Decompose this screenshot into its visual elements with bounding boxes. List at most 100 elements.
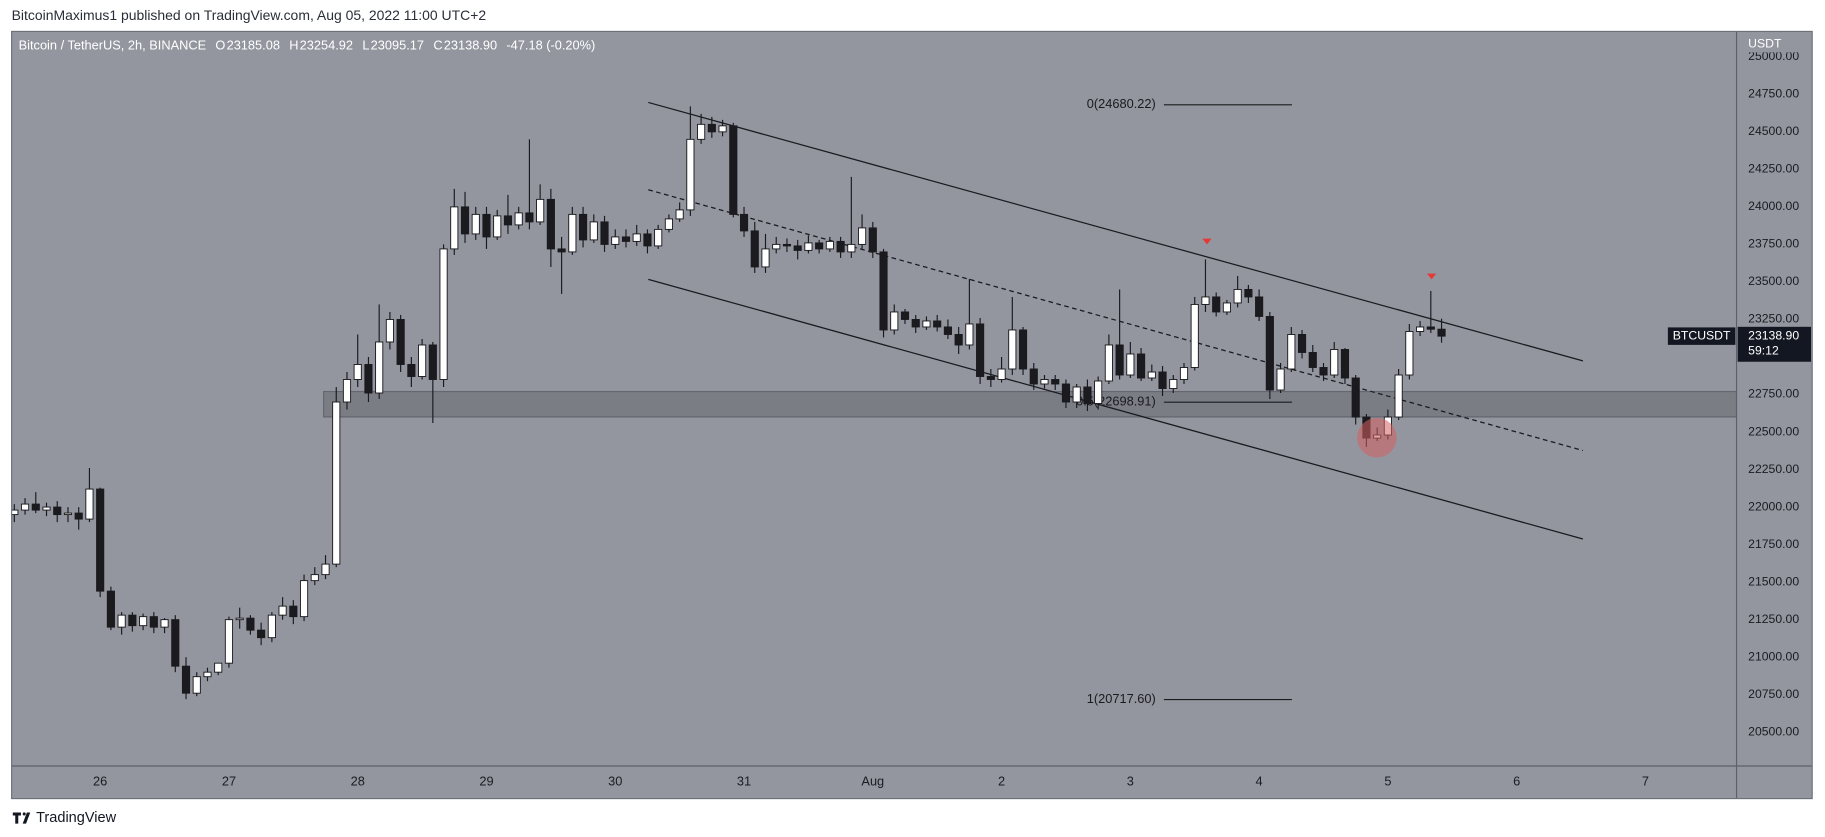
candle-body-up xyxy=(847,243,856,253)
candle-body-up xyxy=(536,198,545,223)
candle-body-down xyxy=(707,123,716,133)
x-tick-label: 30 xyxy=(608,774,622,789)
candle-body-down xyxy=(460,206,470,235)
candle-body-down xyxy=(1018,329,1028,370)
y-tick-label: 24250.00 xyxy=(1748,162,1799,176)
x-tick-label: 7 xyxy=(1642,774,1649,789)
candle-body-up xyxy=(63,512,73,516)
candle-body-down xyxy=(171,619,180,667)
candle-body-down xyxy=(1351,377,1360,418)
candle-body-up xyxy=(1190,303,1199,368)
candle-body-down xyxy=(289,605,298,618)
candle-body-up xyxy=(139,616,148,627)
candle-body-up xyxy=(825,240,834,250)
candle-body-down xyxy=(815,242,824,250)
candle-body-up xyxy=(471,213,480,235)
candle-body-up xyxy=(922,320,931,328)
candle-body-down xyxy=(1051,379,1060,385)
candle-body-up xyxy=(450,206,459,250)
y-tick-label: 21500.00 xyxy=(1748,574,1799,588)
candle-body-down xyxy=(396,318,405,365)
candle-body-up xyxy=(997,368,1006,380)
candle-body-up xyxy=(1405,331,1414,376)
y-tick-label: 25000.00 xyxy=(1748,49,1799,63)
price-tag-label: 23138.90 xyxy=(1748,328,1799,342)
y-tick-label: 21000.00 xyxy=(1748,649,1799,663)
candle-body-down xyxy=(31,503,40,511)
y-tick-label: 21750.00 xyxy=(1748,537,1799,551)
candle-body-up xyxy=(375,341,384,394)
y-tick-label: 23500.00 xyxy=(1748,274,1799,288)
symbol-tag-label: BTCUSDT xyxy=(1673,328,1731,342)
candle-body-down xyxy=(1061,383,1071,403)
candle-body-down xyxy=(933,320,942,328)
footer-brand: TradingView xyxy=(36,810,117,826)
candle-body-up xyxy=(1394,374,1403,418)
ohlc-key: L xyxy=(362,38,369,53)
candle-body-down xyxy=(1083,386,1092,404)
candle-body-up xyxy=(1147,371,1156,379)
candle-body-up xyxy=(203,671,212,678)
candle-body-up xyxy=(1222,302,1232,313)
price-tag xyxy=(1737,326,1812,362)
candle-body-down xyxy=(900,311,910,320)
candle-body-up xyxy=(664,218,673,230)
candle-body-up xyxy=(1094,380,1103,404)
candle-body-up xyxy=(1169,379,1178,389)
candle-body-down xyxy=(428,344,437,380)
candle-body-down xyxy=(53,506,62,516)
candle-body-down xyxy=(621,236,631,242)
candle-body-down xyxy=(911,318,920,328)
channel-upper xyxy=(648,101,1584,362)
candle-body-down xyxy=(643,233,652,247)
candle-body-up xyxy=(439,248,448,380)
candle-body-up xyxy=(342,379,352,403)
channel-middle xyxy=(648,189,1584,452)
highlight-circle xyxy=(1357,417,1397,458)
x-tick-label: 4 xyxy=(1256,774,1263,789)
y-tick-label: 24750.00 xyxy=(1748,87,1799,101)
publisher-line: BitcoinMaximus1 published on TradingView… xyxy=(12,7,487,23)
candle-body-up xyxy=(214,662,223,673)
candle-body-up xyxy=(965,323,974,346)
symbol-tag xyxy=(1667,327,1736,345)
candle-body-up xyxy=(804,242,813,251)
ohlc-key: H xyxy=(289,38,298,53)
y-tick-label: 24500.00 xyxy=(1748,124,1799,138)
x-tick-label: 27 xyxy=(222,774,236,789)
candle-body-up xyxy=(1008,329,1017,370)
candle-body-up xyxy=(192,676,201,694)
ohlc-key: O xyxy=(215,38,225,53)
x-tick-label: 26 xyxy=(93,774,107,789)
candle-body-up xyxy=(654,228,663,247)
candle-body-down xyxy=(1340,349,1350,379)
candle-body-up xyxy=(353,364,362,380)
ohlc-value: 23138.90 xyxy=(444,38,497,53)
logo-icon xyxy=(12,812,31,824)
candle-body-down xyxy=(793,245,802,251)
candle-body-down xyxy=(503,215,513,226)
y-tick-label: 22500.00 xyxy=(1748,424,1799,438)
candle-body-up xyxy=(1104,344,1113,382)
footer-logo xyxy=(12,812,31,824)
candle-body-up xyxy=(1287,334,1296,370)
y-tick-label: 24000.00 xyxy=(1748,199,1799,213)
chart-frame xyxy=(11,30,1813,800)
logo-dot xyxy=(22,812,26,816)
candle-body-up xyxy=(493,215,502,238)
candle-body-down xyxy=(1426,326,1435,330)
x-tick-label: 3 xyxy=(1127,774,1134,789)
candle-body-down xyxy=(1437,328,1446,337)
candle-body-up xyxy=(686,138,695,211)
y-tick-label: 23250.00 xyxy=(1748,312,1799,326)
rejection-marker xyxy=(1202,238,1212,245)
candle-body-up xyxy=(1179,367,1189,380)
candle-body-down xyxy=(482,213,491,238)
candle-body-down xyxy=(1319,367,1328,376)
candle-body-down xyxy=(1265,315,1274,391)
candle-body-down xyxy=(246,617,255,631)
chart-title: Bitcoin / TetherUS, 2h, BINANCE xyxy=(19,38,207,53)
candle-body-up xyxy=(11,509,19,516)
candle-body-up xyxy=(718,125,727,133)
